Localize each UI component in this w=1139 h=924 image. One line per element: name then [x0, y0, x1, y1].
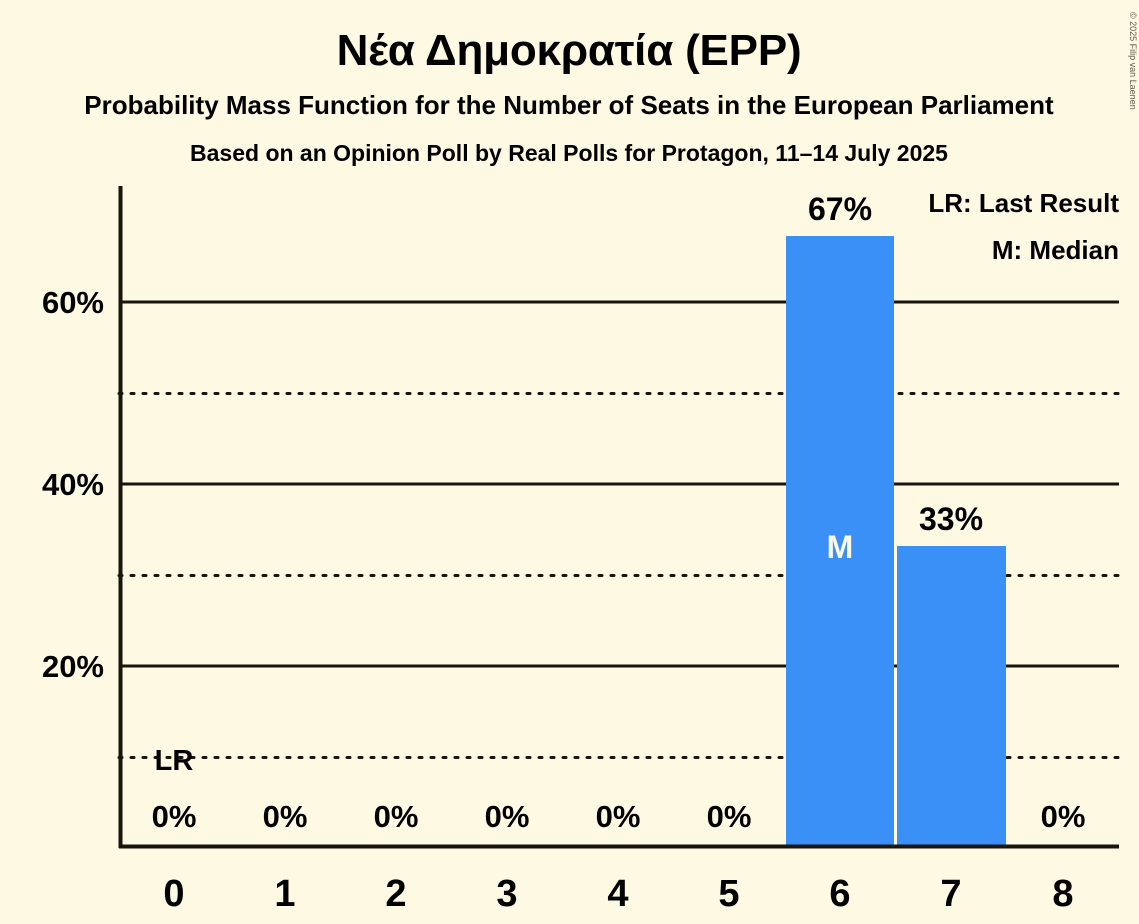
value-label-seat-8: 0%: [1041, 799, 1086, 834]
chart-title: Νέα Δημοκρατία (EPP): [337, 26, 802, 75]
value-label-seat-2: 0%: [374, 799, 419, 834]
x-tick-label-5: 5: [718, 873, 739, 915]
value-label-seat-1: 0%: [263, 799, 308, 834]
value-label-seat-6: 67%: [808, 191, 872, 227]
x-tick-label-1: 1: [274, 873, 295, 915]
x-tick-label-8: 8: [1052, 873, 1073, 915]
value-label-seat-4: 0%: [596, 799, 641, 834]
copyright-notice: © 2025 Filip van Laenen: [1128, 12, 1138, 110]
chart-subtitle: Probability Mass Function for the Number…: [84, 90, 1054, 120]
bar-series: [786, 236, 1006, 848]
value-label-seat-5: 0%: [707, 799, 752, 834]
x-tick-label-2: 2: [385, 873, 406, 915]
x-tick-label-0: 0: [163, 873, 184, 915]
bar-seat-6[interactable]: [786, 236, 894, 848]
bar-value-labels: 0% 0% 0% 0% 0% 0% 67% 33% 0%: [152, 191, 1086, 834]
minor-gridlines: [117, 392, 1121, 759]
y-tick-label-40: 40%: [42, 467, 104, 502]
x-tick-label-4: 4: [607, 873, 628, 915]
x-tick-label-6: 6: [829, 873, 850, 915]
legend-item-median: M: Median: [992, 235, 1119, 265]
bar-seat-7[interactable]: [897, 546, 1006, 848]
legend-item-last-result: LR: Last Result: [928, 188, 1119, 218]
y-tick-label-60: 60%: [42, 285, 104, 320]
x-axis-tick-labels: 0 1 2 3 4 5 6 7 8: [163, 873, 1073, 915]
value-label-seat-7: 33%: [919, 501, 983, 537]
value-label-seat-0: 0%: [152, 799, 197, 834]
x-tick-label-3: 3: [496, 873, 517, 915]
chart-source-line: Based on an Opinion Poll by Real Polls f…: [190, 140, 948, 166]
median-marker: M: [827, 529, 854, 565]
value-label-seat-3: 0%: [485, 799, 530, 834]
last-result-marker: LR: [155, 745, 194, 777]
x-tick-label-7: 7: [940, 873, 961, 915]
y-axis-tick-labels: 60% 40% 20%: [42, 285, 104, 684]
y-tick-label-20: 20%: [42, 649, 104, 684]
